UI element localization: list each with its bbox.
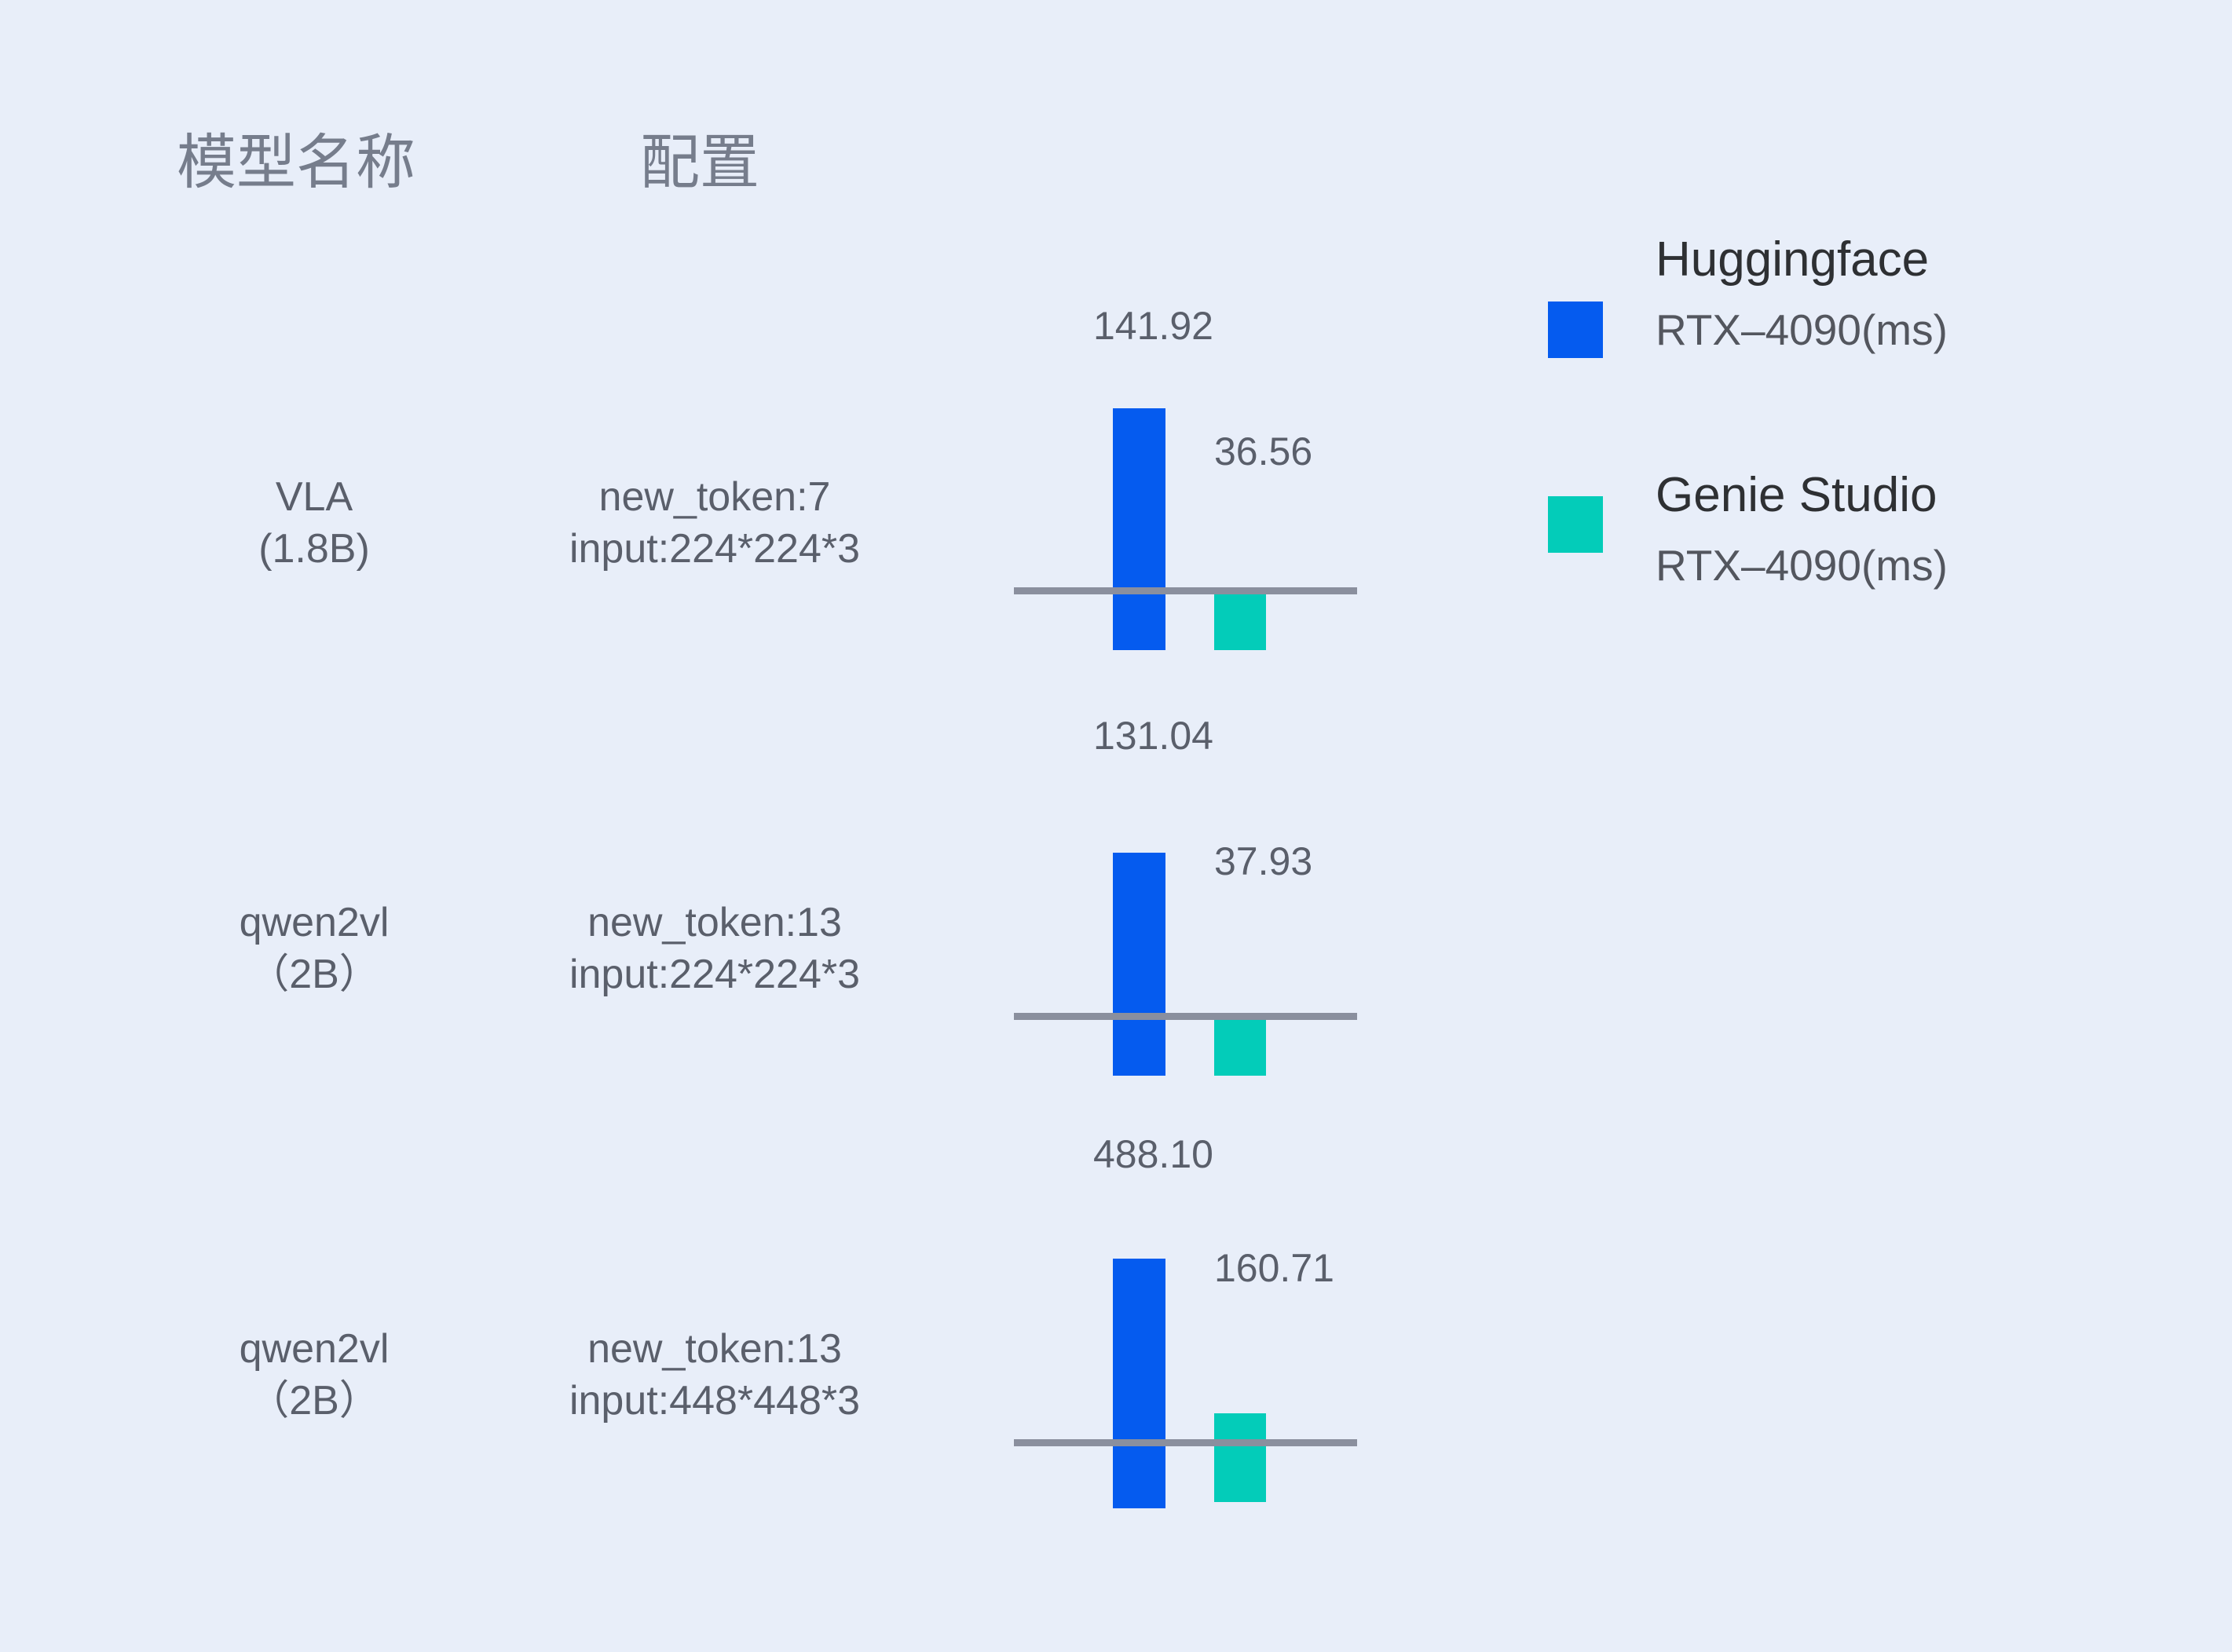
legend-label-genie-studio: Genie Studio xyxy=(1656,468,1937,522)
bar-value-huggingface: 141.92 xyxy=(1093,304,1213,348)
legend-sublabel-genie-studio: RTX–4090(ms) xyxy=(1656,541,1948,590)
column-header-config: 配置 xyxy=(640,130,759,196)
legend-label-huggingface: Huggingface xyxy=(1656,232,1930,287)
bar-value-huggingface: 488.10 xyxy=(1093,1132,1213,1176)
row-model-size: （2B） xyxy=(248,952,380,998)
table-row: qwen2vl （2B） new_token:13 input:224*224*… xyxy=(0,716,2232,1211)
bar-value-genie-studio: 36.56 xyxy=(1214,429,1313,473)
bar-genie-studio[interactable] xyxy=(1214,590,1266,650)
row-model-name: qwen2vl xyxy=(239,900,390,945)
row-config-label: new_token:13 input:224*224*3 xyxy=(463,897,966,1000)
legend-swatch-genie-studio xyxy=(1548,496,1603,553)
row-model-size: （2B） xyxy=(248,1378,380,1424)
bar-huggingface[interactable] xyxy=(1113,1259,1165,1508)
bar-group: 131.04 37.93 xyxy=(1014,716,1359,1211)
bar-value-genie-studio: 160.71 xyxy=(1214,1246,1334,1290)
table-row: VLA (1.8B) new_token:7 input:224*224*3 1… xyxy=(0,306,2232,785)
row-config-label: new_token:13 input:448*448*3 xyxy=(463,1323,966,1427)
row-config-tokens: new_token:13 xyxy=(587,900,842,945)
row-model-label: VLA (1.8B) xyxy=(118,471,510,575)
row-config-input: input:224*224*3 xyxy=(569,952,861,998)
bar-value-genie-studio: 37.93 xyxy=(1214,839,1313,883)
row-config-tokens: new_token:13 xyxy=(587,1326,842,1372)
legend-sublabel-huggingface: RTX–4090(ms) xyxy=(1656,305,1948,354)
bar-genie-studio[interactable] xyxy=(1214,1413,1266,1502)
row-config-input: input:448*448*3 xyxy=(569,1378,861,1424)
row-model-label: qwen2vl （2B） xyxy=(118,1323,510,1427)
row-model-label: qwen2vl （2B） xyxy=(118,897,510,1000)
row-model-name: qwen2vl xyxy=(239,1326,390,1372)
bar-huggingface[interactable] xyxy=(1113,408,1165,650)
bar-group: 488.10 160.71 xyxy=(1014,1135,1359,1637)
baseline-rule xyxy=(1014,587,1357,594)
legend-swatch-huggingface xyxy=(1548,302,1603,358)
row-model-size: (1.8B) xyxy=(258,526,370,572)
row-config-tokens: new_token:7 xyxy=(598,474,831,520)
row-config-input: input:224*224*3 xyxy=(569,526,861,572)
baseline-rule xyxy=(1014,1013,1357,1020)
table-row: qwen2vl （2B） new_token:13 input:448*448*… xyxy=(0,1135,2232,1637)
row-config-label: new_token:7 input:224*224*3 xyxy=(463,471,966,575)
row-model-name: VLA xyxy=(275,474,353,520)
bar-value-huggingface: 131.04 xyxy=(1093,714,1213,758)
bar-genie-studio[interactable] xyxy=(1214,1014,1266,1076)
column-header-model-name: 模型名称 xyxy=(177,130,415,196)
bar-huggingface[interactable] xyxy=(1113,853,1165,1076)
bar-group: 141.92 36.56 xyxy=(1014,306,1359,785)
baseline-rule xyxy=(1014,1439,1357,1446)
